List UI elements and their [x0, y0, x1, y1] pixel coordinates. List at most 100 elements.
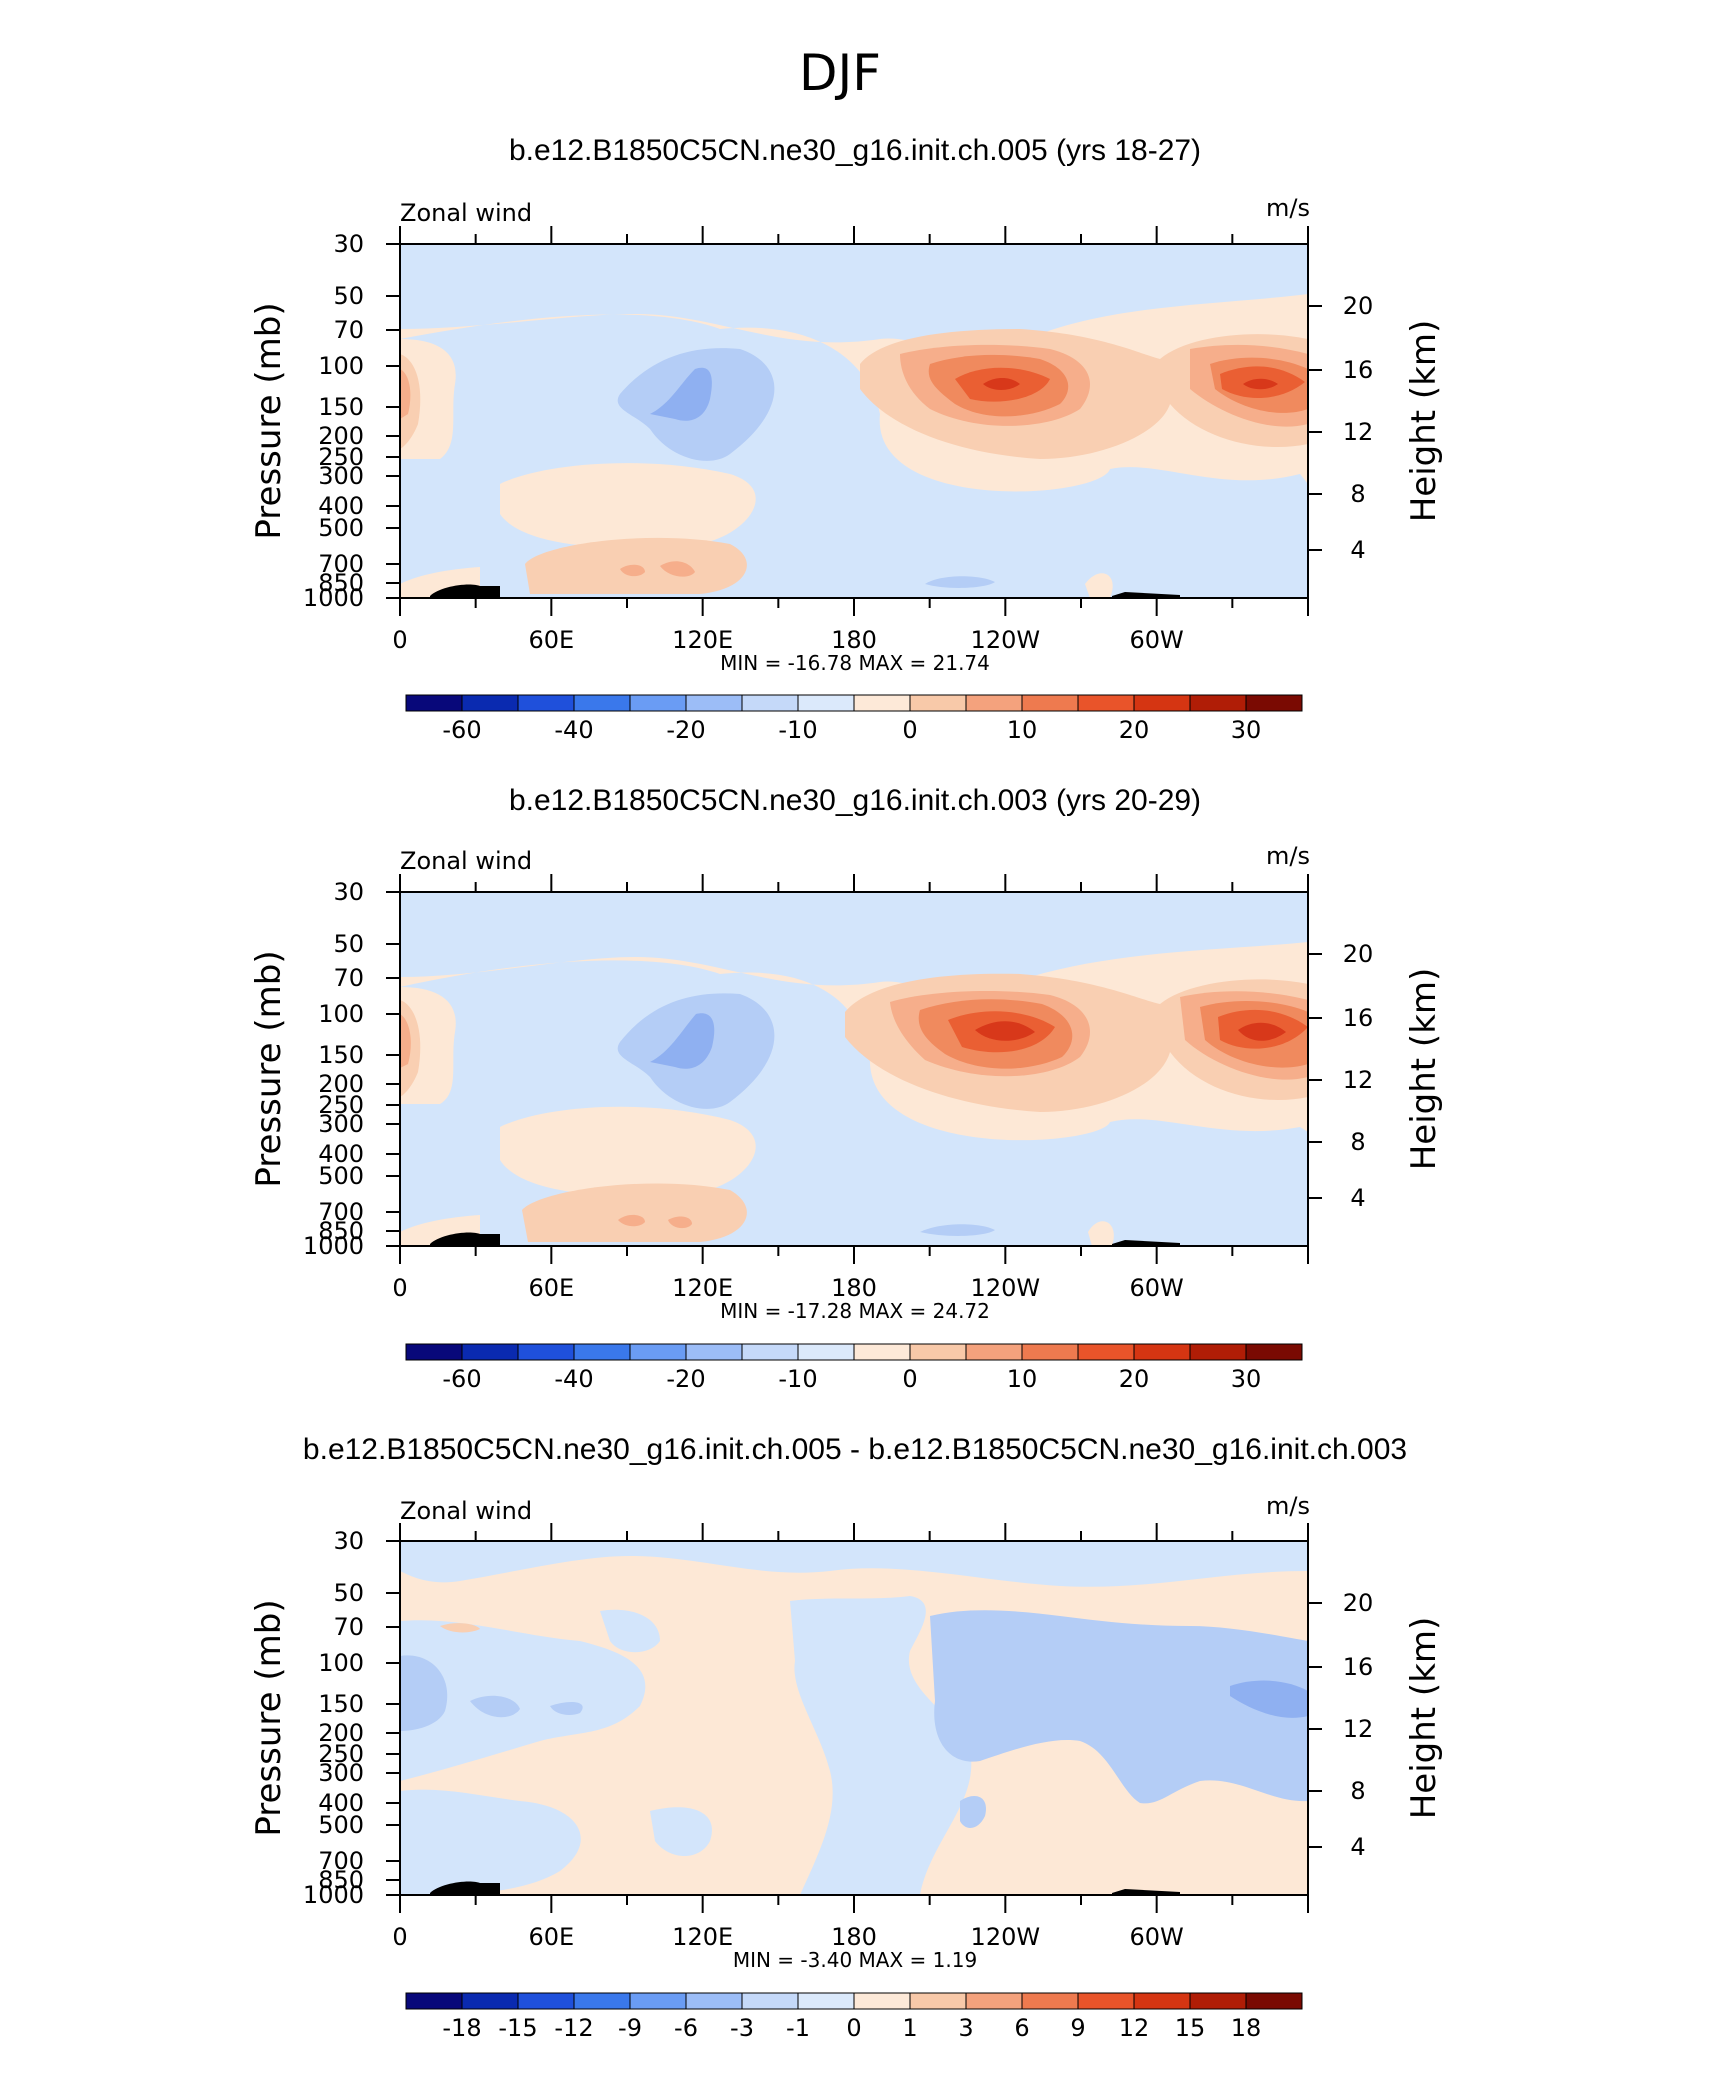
- panel-1-colorbar-box: [685, 694, 743, 712]
- panel-2-plot: [400, 892, 1308, 1246]
- panel-3-colorbar-box: [461, 1992, 519, 2010]
- panel-1-pressure-tick-label: 150: [318, 393, 364, 421]
- panel-3: b.e12.B1850C5CN.ne30_g16.init.ch.005 - b…: [303, 1433, 1407, 1896]
- panel-3-lon-tick-label: 0: [392, 1923, 407, 1951]
- panel-1-colorbar-label: 0: [902, 716, 917, 744]
- panel-2-pressure-tick-label: 70: [333, 964, 364, 992]
- panel-1-lon-tick-label: 60E: [528, 626, 574, 654]
- panel-2-height-tick-label: 20: [1343, 940, 1374, 968]
- panel-2-left-label: Zonal wind: [400, 847, 532, 875]
- panel-2-lon-tick-label: 0: [392, 1274, 407, 1302]
- panel-1-lon-tick-label: 60W: [1130, 626, 1184, 654]
- panel-3-colorbar-label: -3: [730, 2014, 754, 2042]
- panel-1-pressure-tick-label: 400: [318, 492, 364, 520]
- panel-1-colorbar-box: [629, 694, 687, 712]
- panel-3-colorbar-box: [573, 1992, 631, 2010]
- panel-1-pressure-tick-label: 300: [318, 462, 364, 490]
- panel-3-units: m/s: [1266, 1492, 1310, 1520]
- panel-2-colorbar-label: -10: [778, 1365, 817, 1393]
- panel-3-pressure-tick-label: 250: [318, 1740, 364, 1768]
- panel-2: b.e12.B1850C5CN.ne30_g16.init.ch.003 (yr…: [399, 784, 1310, 1247]
- panel-1-colorbar-label: 10: [1007, 716, 1038, 744]
- panel-1-colorbar-box: [965, 694, 1023, 712]
- panel-2-colorbar-box: [1245, 1343, 1303, 1361]
- panel-3-colorbar-label: -9: [618, 2014, 642, 2042]
- panel-3-height-tick-label: 20: [1343, 1589, 1374, 1617]
- panel-3-height-tick-label: 16: [1343, 1653, 1374, 1681]
- panel-2-colorbar-box: [629, 1343, 687, 1361]
- panel-3-height-tick-label: 8: [1350, 1777, 1365, 1805]
- panel-1-height-tick-label: 8: [1350, 480, 1365, 508]
- panel-3-colorbar-label: -18: [442, 2014, 481, 2042]
- panel-1-pressure-tick-label: 500: [318, 514, 364, 542]
- panel-2-colorbar-box: [1189, 1343, 1247, 1361]
- panel-2-title: b.e12.B1850C5CN.ne30_g16.init.ch.003 (yr…: [509, 784, 1201, 817]
- panel-3-y2label: Height (km): [1404, 1617, 1444, 1820]
- panel-2-pressure-tick-label: 850: [318, 1217, 364, 1245]
- panel-1-colorbar-box: [573, 694, 631, 712]
- panel-3-pressure-tick-label: 70: [333, 1613, 364, 1641]
- panel-3-colorbar-box: [853, 1992, 911, 2010]
- panel-2-height-tick-label: 16: [1343, 1004, 1374, 1032]
- panel-1-colorbar-box: [1133, 694, 1191, 712]
- panel-1-plot: [400, 244, 1308, 598]
- figure-title: DJF: [799, 44, 881, 102]
- panel-1: b.e12.B1850C5CN.ne30_g16.init.ch.005 (yr…: [399, 134, 1310, 599]
- panel-1-colorbar-label: 30: [1231, 716, 1262, 744]
- panel-3-colorbar-label: -6: [674, 2014, 698, 2042]
- panel-3-left-label: Zonal wind: [400, 1497, 532, 1525]
- panel-3-ylabel: Pressure (mb): [249, 1599, 289, 1836]
- panel-1-colorbar-label: -40: [554, 716, 593, 744]
- panel-2-lon-tick-label: 60W: [1130, 1274, 1184, 1302]
- panel-3-lon-tick-label: 60E: [528, 1923, 574, 1951]
- panel-1-pressure-tick-label: 200: [318, 422, 364, 450]
- panel-3-colorbar-box: [1245, 1992, 1303, 2010]
- panel-2-ylabel: Pressure (mb): [249, 950, 289, 1187]
- panel-1-colorbar-box: [1245, 694, 1303, 712]
- panel-2-pressure-tick-label: 30: [333, 878, 364, 906]
- panel-1-title: b.e12.B1850C5CN.ne30_g16.init.ch.005 (yr…: [509, 134, 1201, 167]
- panel-1-colorbar-box: [461, 694, 519, 712]
- panel-1-height-tick-label: 12: [1343, 418, 1374, 446]
- panel-3-colorbar-box: [1133, 1992, 1191, 2010]
- panel-1-colorbar-box: [1077, 694, 1135, 712]
- panel-2-height-tick-label: 8: [1350, 1128, 1365, 1156]
- panel-1-pressure-tick-label: 70: [333, 316, 364, 344]
- panel-3-colorbar-box: [1021, 1992, 1079, 2010]
- panel-2-colorbar-box: [741, 1343, 799, 1361]
- panel-3-colorbar-label: 1: [902, 2014, 917, 2042]
- panel-3-height-tick-label: 4: [1350, 1833, 1365, 1861]
- panel-2-lon-tick-label: 120E: [672, 1274, 733, 1302]
- panel-1-lon-tick-label: 180: [831, 626, 877, 654]
- panel-2-pressure-tick-label: 300: [318, 1110, 364, 1138]
- panel-1-colorbar-box: [909, 694, 967, 712]
- panel-2-pressure-tick-label: 250: [318, 1091, 364, 1119]
- panel-3-pressure-tick-label: 300: [318, 1759, 364, 1787]
- panel-2-colorbar-label: -20: [666, 1365, 705, 1393]
- panel-3-colorbar-box: [685, 1992, 743, 2010]
- panel-1-colorbar-box: [1021, 694, 1079, 712]
- panel-2-pressure-tick-label: 400: [318, 1140, 364, 1168]
- panel-2-colorbar-box: [909, 1343, 967, 1361]
- panel-1-colorbar-box: [741, 694, 799, 712]
- panel-3-colorbar-box: [965, 1992, 1023, 2010]
- panel-2-pressure-tick-label: 700: [318, 1198, 364, 1226]
- panel-1-colorbar-box: [853, 694, 911, 712]
- panel-3-height-tick-label: 12: [1343, 1715, 1374, 1743]
- panel-2-lon-tick-label: 60E: [528, 1274, 574, 1302]
- panel-3-colorbar-box: [405, 1992, 463, 2010]
- panel-3-pressure-tick-label: 700: [318, 1847, 364, 1875]
- panel-2-lon-tick-label: 120W: [971, 1274, 1041, 1302]
- panel-1-pressure-tick-label: 700: [318, 550, 364, 578]
- panel-2-colorbar-box: [461, 1343, 519, 1361]
- panel-1-pressure-tick-label: 30: [333, 230, 364, 258]
- panel-2-colorbar-label: 0: [902, 1365, 917, 1393]
- panel-1-height-tick-label: 4: [1350, 536, 1365, 564]
- panel-1-height-tick-label: 20: [1343, 292, 1374, 320]
- panel-2-pressure-tick-label: 150: [318, 1041, 364, 1069]
- panel-3-pressure-tick-label: 500: [318, 1811, 364, 1839]
- panel-2-colorbar-box: [797, 1343, 855, 1361]
- panel-2-colorbar-box: [573, 1343, 631, 1361]
- panel-2-pressure-tick-label: 100: [318, 1000, 364, 1028]
